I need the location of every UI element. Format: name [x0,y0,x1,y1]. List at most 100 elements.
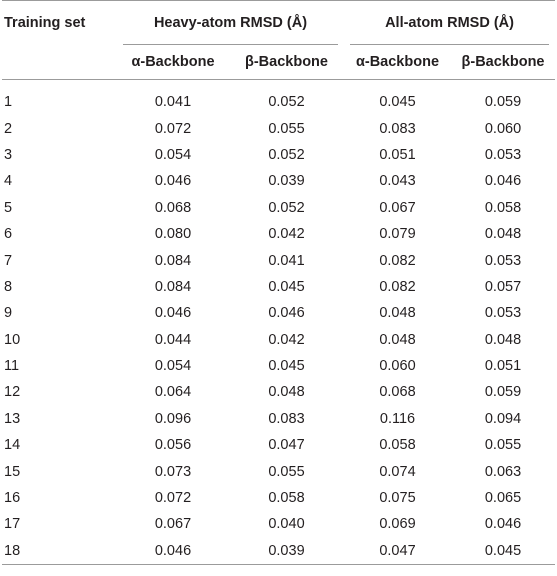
cell-heavy-beta: 0.041 [268,252,305,269]
table-row: 1 0.041 0.052 0.045 0.059 [2,80,555,116]
cell-all-alpha: 0.067 [379,199,416,216]
cell-all-alpha: 0.068 [379,384,416,401]
header-heavy-alpha-backbone: α-Backbone [131,54,215,70]
cell-all-beta: 0.060 [484,120,522,137]
table-row: 18 0.046 0.039 0.047 0.045 [2,538,555,565]
table-row: 9 0.046 0.046 0.048 0.053 [2,300,555,326]
cell-all-alpha: 0.048 [379,305,416,322]
header-heavy-beta-backbone: β-Backbone [245,54,328,70]
cell-heavy-beta: 0.052 [268,146,305,163]
header-sub-row: α-Backbone β-Backbone α-Backbone β-Backb… [2,45,556,80]
cell-all-alpha: 0.058 [379,437,416,454]
cell-training-set: 13 [4,410,21,427]
cell-training-set: 14 [4,437,21,454]
cell-all-beta: 0.059 [484,384,522,401]
cell-training-set: 5 [4,199,13,216]
table-row: 3 0.054 0.052 0.051 0.053 [2,142,555,168]
table-row: 11 0.054 0.045 0.060 0.051 [2,353,555,379]
cell-all-beta: 0.051 [484,358,522,375]
cell-heavy-alpha: 0.096 [154,410,192,427]
cell-heavy-beta: 0.039 [268,542,305,559]
cell-all-alpha: 0.051 [379,146,416,163]
cell-heavy-alpha: 0.072 [154,490,192,507]
table-row: 7 0.084 0.041 0.082 0.053 [2,247,555,273]
cell-all-alpha: 0.083 [379,120,416,137]
table-row: 6 0.080 0.042 0.079 0.048 [2,221,555,247]
cell-all-beta: 0.058 [484,199,522,216]
cell-heavy-beta: 0.045 [268,278,305,295]
cell-all-beta: 0.057 [484,278,522,295]
table-body: 1 0.041 0.052 0.045 0.059 2 0.072 0.055 0.083 0.0… [2,80,555,565]
cell-training-set: 18 [4,542,21,559]
cell-all-beta: 0.048 [484,331,522,348]
cell-all-beta: 0.094 [484,410,522,427]
cell-heavy-alpha: 0.054 [154,146,192,163]
cell-heavy-alpha: 0.072 [154,120,192,137]
rmsd-table: Training set Heavy-atom RMSD (Å) All-ato… [2,0,556,566]
cell-heavy-alpha: 0.046 [154,173,192,190]
cell-training-set: 8 [4,278,13,295]
cell-training-set: 17 [4,516,21,533]
header-heavy-atom-rmsd: Heavy-atom RMSD (Å) [117,1,344,45]
cell-heavy-alpha: 0.056 [154,437,192,454]
cell-all-alpha: 0.048 [379,331,416,348]
cell-heavy-beta: 0.039 [268,173,305,190]
cell-heavy-beta: 0.048 [268,384,305,401]
cell-all-alpha: 0.074 [379,463,416,480]
cell-all-alpha: 0.060 [379,358,416,375]
cell-all-alpha: 0.075 [379,490,416,507]
cell-all-beta: 0.065 [484,490,522,507]
table-header: Training set Heavy-atom RMSD (Å) All-ato… [2,1,556,80]
header-all-alpha-backbone: α-Backbone [355,54,440,70]
cell-heavy-alpha: 0.084 [154,252,192,269]
header-group-row: Training set Heavy-atom RMSD (Å) All-ato… [2,1,555,45]
table-row: 12 0.064 0.048 0.068 0.059 [2,379,555,405]
cell-heavy-alpha: 0.068 [154,199,192,216]
cell-all-alpha: 0.045 [379,94,416,111]
cell-all-beta: 0.053 [484,252,522,269]
all-atom-group-rule [350,44,550,45]
cell-training-set: 11 [4,358,20,375]
cell-heavy-beta: 0.052 [268,94,305,111]
table-row: 14 0.056 0.047 0.058 0.055 [2,432,555,458]
cell-training-set: 12 [4,384,21,401]
cell-heavy-alpha: 0.073 [154,463,192,480]
table-row: 2 0.072 0.055 0.083 0.060 [2,115,555,141]
cell-heavy-alpha: 0.054 [154,358,192,375]
cell-heavy-beta: 0.083 [268,410,305,427]
cell-heavy-beta: 0.042 [268,331,305,348]
cell-all-beta: 0.053 [484,146,522,163]
cell-training-set: 2 [4,120,13,137]
heavy-atom-group-rule [123,44,338,45]
cell-heavy-alpha: 0.067 [154,516,192,533]
cell-training-set: 15 [4,463,21,480]
cell-heavy-beta: 0.045 [268,358,305,375]
table-row: 5 0.068 0.052 0.067 0.058 [2,195,555,221]
cell-all-alpha: 0.043 [379,173,416,190]
header-all-beta-backbone: β-Backbone [461,54,545,70]
cell-all-beta: 0.048 [484,226,522,243]
cell-training-set: 10 [4,331,21,348]
cell-heavy-alpha: 0.046 [154,305,192,322]
cell-heavy-beta: 0.047 [268,437,305,454]
cell-heavy-beta: 0.055 [268,120,305,137]
table-row: 4 0.046 0.039 0.043 0.046 [2,168,555,194]
cell-heavy-alpha: 0.041 [154,94,192,111]
cell-training-set: 4 [4,173,13,190]
cell-training-set: 9 [4,305,13,322]
cell-all-alpha: 0.069 [379,516,416,533]
cell-all-alpha: 0.047 [379,542,416,559]
cell-heavy-alpha: 0.046 [154,542,192,559]
table-row: 8 0.084 0.045 0.082 0.057 [2,274,555,300]
cell-all-beta: 0.059 [484,94,522,111]
header-all-atom-rmsd: All-atom RMSD (Å) [344,1,555,45]
cell-training-set: 7 [4,252,13,269]
cell-heavy-beta: 0.055 [268,463,305,480]
cell-all-beta: 0.055 [484,437,522,454]
table-row: 15 0.073 0.055 0.074 0.063 [2,458,555,484]
header-blank [2,45,117,80]
cell-all-beta: 0.045 [484,542,522,559]
cell-training-set: 3 [4,146,13,163]
cell-heavy-alpha: 0.044 [154,331,192,348]
cell-training-set: 6 [4,226,13,243]
